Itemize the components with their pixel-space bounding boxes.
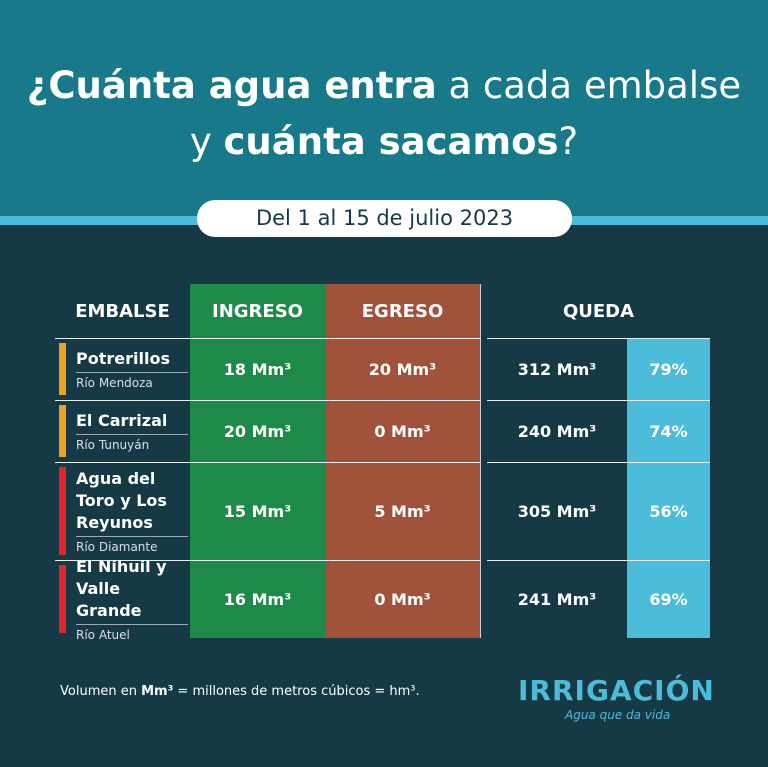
ingreso: 18 Mm³ <box>223 359 292 379</box>
egreso: 5 Mm³ <box>374 501 431 521</box>
row-line <box>487 400 710 401</box>
text-segment: Volumen en <box>60 684 142 699</box>
egreso: 0 Mm³ <box>374 421 431 441</box>
river: Río Diamante <box>76 540 158 554</box>
egreso: 20 Mm³ <box>368 359 437 379</box>
egreso-column <box>325 338 480 638</box>
footnote: Volumen en Mm³ = millones de metros cúbi… <box>60 684 420 699</box>
title-line: ¿Cuánta agua entra a cada embalse <box>0 58 768 114</box>
title-line: y cuánta sacamos? <box>0 114 768 170</box>
reservoir-name: Potrerillos <box>76 348 188 373</box>
text-segment: cuánta sacamos <box>223 120 559 163</box>
egreso: 0 Mm³ <box>374 589 431 609</box>
reservoir: El Carrizal Río Tunuyán <box>76 400 188 462</box>
ingreso: 16 Mm³ <box>223 589 292 609</box>
column-header: EGRESO <box>325 284 480 338</box>
row-line <box>55 400 480 401</box>
logo: IRRIGACIÓN <box>518 674 715 707</box>
row-line <box>487 338 710 339</box>
river: Río Mendoza <box>76 376 153 390</box>
reservoir: Potrerillos Río Mendoza <box>76 338 188 400</box>
ingreso: 20 Mm³ <box>223 421 292 441</box>
river: Río Tunuyán <box>76 438 150 452</box>
tagline: Agua que da vida <box>565 708 671 722</box>
column-header: INGRESO <box>190 284 325 338</box>
row-line <box>55 338 480 339</box>
reservoir-name: El Carrizal <box>76 410 188 435</box>
ingreso-column <box>190 338 325 638</box>
text-segment: ¿Cuánta agua entra <box>26 64 437 107</box>
reservoir: El Nihuil y Valle Grande Río Atuel <box>76 557 188 642</box>
text-segment: y <box>189 120 224 163</box>
indicator <box>59 405 66 457</box>
reservoir-name: Agua del Toro y Los Reyunos <box>76 468 188 537</box>
queda: 240 Mm³ <box>517 421 597 441</box>
text-segment: = millones de metros cúbicos = hm³. <box>173 684 420 699</box>
text-segment: a cada embalse <box>436 64 742 107</box>
period: Del 1 al 15 de julio 2023 <box>197 200 572 237</box>
indicator <box>59 565 66 633</box>
percent: 79% <box>649 359 688 379</box>
row-line <box>55 560 480 561</box>
percent: 69% <box>649 589 688 609</box>
divider <box>480 284 481 638</box>
row-line <box>487 560 710 561</box>
queda: 312 Mm³ <box>517 359 597 379</box>
reservoir: Agua del Toro y Los Reyunos Río Diamante <box>76 462 188 560</box>
reservoir-name: El Nihuil y Valle Grande <box>76 556 188 625</box>
title: ¿Cuánta agua entra a cada embalse y cuánt… <box>0 58 768 170</box>
column-header: EMBALSE <box>75 300 170 322</box>
river: Río Atuel <box>76 628 130 642</box>
column-header: QUEDA <box>562 300 635 322</box>
header-band <box>0 0 768 218</box>
percent-column <box>627 338 710 638</box>
text-segment: ? <box>558 120 579 163</box>
row-line <box>55 462 480 463</box>
row-line <box>487 462 710 463</box>
ingreso: 15 Mm³ <box>223 501 292 521</box>
percent: 74% <box>649 421 688 441</box>
queda: 305 Mm³ <box>517 501 597 521</box>
queda: 241 Mm³ <box>517 589 597 609</box>
text-segment: Mm³ <box>141 684 174 699</box>
indicator <box>59 467 66 555</box>
indicator <box>59 343 66 395</box>
percent: 56% <box>649 501 688 521</box>
